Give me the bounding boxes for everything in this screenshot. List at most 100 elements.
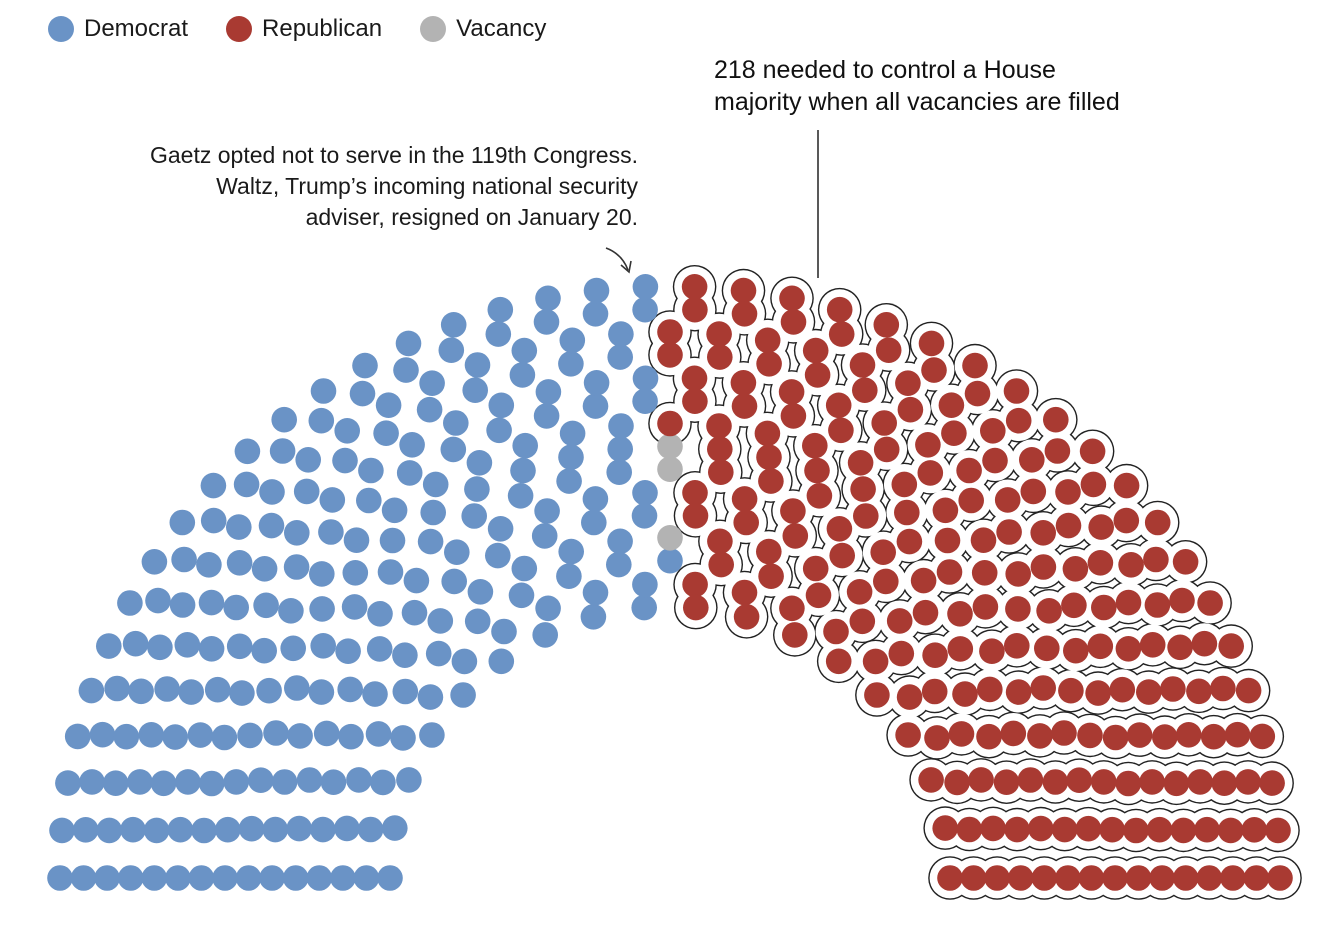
seat-democrat	[581, 509, 607, 536]
seat-republican	[682, 296, 708, 323]
seat-democrat	[396, 460, 423, 486]
seat-republican	[802, 432, 828, 459]
seat-republican	[1160, 676, 1186, 702]
seat-republican	[1191, 630, 1218, 657]
seat-republican	[1051, 816, 1078, 843]
seat-democrat	[352, 352, 378, 379]
seat-democrat	[583, 370, 610, 396]
seat-republican	[1149, 865, 1175, 891]
seat-republican	[706, 413, 732, 439]
seat-democrat	[96, 817, 123, 844]
seat-democrat	[122, 630, 149, 657]
seat-democrat	[256, 677, 282, 704]
seat-republican	[891, 471, 918, 498]
seat-democrat	[198, 589, 225, 616]
legend-item-vacancy: Vacancy	[420, 14, 546, 44]
legend: Democrat Republican Vacancy	[48, 14, 584, 44]
seat-democrat	[306, 865, 333, 891]
seat-republican	[937, 865, 963, 891]
seat-democrat	[488, 392, 515, 419]
seat-republican	[1077, 722, 1103, 749]
seat-democrat	[464, 352, 491, 378]
seat-democrat	[334, 815, 360, 842]
seat-republican	[756, 444, 782, 471]
seat-democrat	[169, 509, 196, 536]
seat-republican	[894, 499, 920, 526]
seat-republican	[873, 568, 899, 595]
seat-democrat	[284, 675, 310, 701]
seat-democrat	[212, 865, 238, 891]
seat-republican	[1136, 679, 1162, 705]
seat-republican	[802, 555, 829, 582]
seat-democrat	[79, 769, 105, 795]
seat-democrat	[271, 769, 298, 795]
seat-democrat	[145, 587, 171, 614]
seat-republican	[956, 457, 982, 484]
seat-democrat	[556, 563, 582, 589]
seat-republican	[683, 594, 709, 621]
seat-democrat	[229, 680, 255, 706]
seat-republican	[1144, 592, 1171, 618]
seat-republican	[980, 418, 1006, 444]
seat-democrat	[211, 724, 238, 751]
legend-swatch-republican	[226, 16, 253, 42]
seat-republican	[1126, 722, 1153, 748]
seat-republican	[849, 352, 876, 378]
seat-republican	[1144, 509, 1171, 536]
seat-republican	[804, 457, 830, 484]
seat-republican	[1267, 865, 1293, 891]
seat-democrat	[508, 582, 535, 609]
seat-republican	[1055, 479, 1081, 505]
seat-republican	[1030, 554, 1057, 580]
seat-democrat	[338, 723, 364, 750]
seat-republican	[947, 636, 974, 662]
seat-republican	[875, 337, 902, 364]
seat-democrat	[234, 438, 261, 465]
seat-democrat	[102, 770, 129, 796]
seat-republican	[1066, 767, 1092, 793]
seat-republican	[1152, 724, 1178, 750]
seat-democrat	[425, 640, 452, 667]
seat-democrat	[251, 637, 277, 664]
seat-democrat	[154, 676, 180, 702]
seat-democrat	[390, 725, 416, 751]
seat-republican	[1030, 675, 1056, 701]
seat-democrat	[393, 357, 419, 383]
seat-republican	[1224, 721, 1251, 748]
seat-republican	[682, 503, 709, 529]
seat-democrat	[450, 682, 476, 708]
seat-republican	[971, 560, 998, 586]
seat-democrat	[511, 337, 538, 364]
seat-republican	[948, 721, 975, 747]
seat-republican	[780, 309, 807, 335]
seat-republican	[1087, 550, 1114, 576]
seat-republican	[802, 337, 829, 364]
seat-democrat	[335, 638, 361, 664]
seat-republican	[1118, 552, 1144, 578]
seat-republican	[1115, 770, 1142, 797]
seat-republican	[922, 642, 948, 668]
seat-republican	[1249, 723, 1276, 750]
seat-democrat	[178, 679, 204, 705]
seat-democrat	[441, 568, 468, 595]
seat-republican	[754, 327, 781, 354]
seat-democrat	[464, 476, 490, 502]
seat-democrat	[89, 721, 116, 748]
seat-layer	[47, 274, 1293, 891]
seat-democrat	[512, 432, 538, 459]
seat-republican	[733, 604, 760, 630]
seat-republican	[1200, 723, 1227, 750]
seat-vacancy	[657, 525, 683, 551]
seat-republican	[1004, 816, 1030, 843]
seat-republican	[681, 274, 708, 300]
seat-democrat	[535, 379, 562, 405]
seat-democrat	[287, 723, 313, 749]
seat-vacancy	[657, 456, 683, 483]
seat-republican	[984, 865, 1010, 891]
seat-democrat	[295, 447, 322, 473]
seat-republican	[972, 594, 999, 620]
seat-republican	[1194, 816, 1220, 843]
seat-republican	[779, 285, 805, 312]
seat-democrat	[235, 865, 262, 891]
